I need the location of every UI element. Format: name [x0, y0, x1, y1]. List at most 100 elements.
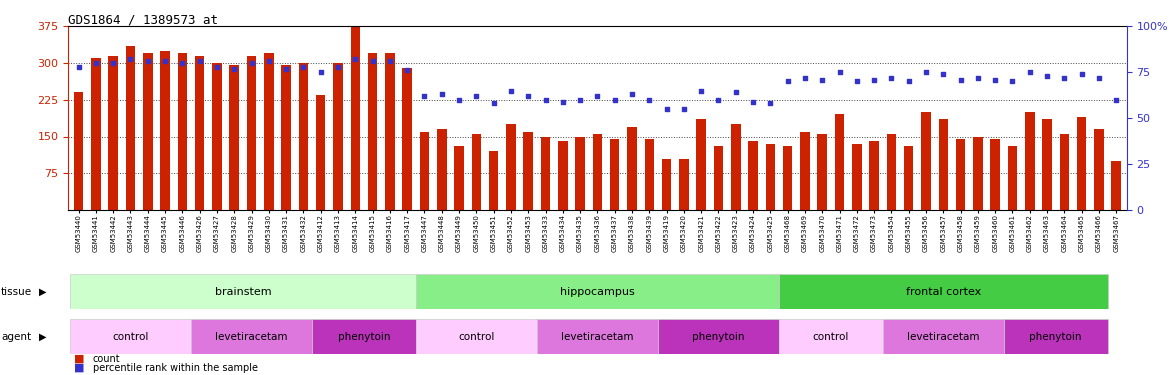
- Text: control: control: [459, 332, 495, 342]
- Bar: [178, 53, 187, 210]
- Point: [260, 58, 279, 64]
- Point: [727, 89, 746, 95]
- Point: [103, 60, 122, 66]
- Bar: [938, 119, 948, 210]
- Point: [328, 64, 347, 70]
- Point: [588, 93, 607, 99]
- Bar: [160, 51, 169, 210]
- Bar: [1060, 134, 1069, 210]
- Point: [795, 75, 814, 81]
- Bar: [69, 319, 191, 354]
- Point: [1107, 97, 1125, 103]
- Point: [640, 97, 659, 103]
- Bar: [350, 26, 360, 210]
- Bar: [472, 134, 481, 210]
- Point: [415, 93, 434, 99]
- Point: [294, 64, 313, 70]
- Point: [139, 58, 158, 64]
- Point: [397, 68, 416, 74]
- Bar: [229, 66, 239, 210]
- Bar: [887, 134, 896, 210]
- Point: [312, 69, 330, 75]
- Point: [1021, 69, 1040, 75]
- Point: [1073, 71, 1091, 77]
- Bar: [904, 146, 914, 210]
- Point: [761, 100, 780, 106]
- Bar: [108, 56, 118, 210]
- Bar: [783, 146, 793, 210]
- Point: [900, 78, 918, 84]
- Point: [882, 75, 901, 81]
- Bar: [869, 141, 878, 210]
- Point: [675, 106, 694, 112]
- Bar: [281, 66, 290, 210]
- Bar: [1025, 112, 1035, 210]
- Point: [346, 56, 365, 62]
- Bar: [416, 274, 779, 309]
- Point: [381, 58, 400, 64]
- Bar: [420, 132, 429, 210]
- Bar: [74, 92, 83, 210]
- Text: ■: ■: [74, 363, 85, 373]
- Point: [87, 60, 106, 66]
- Point: [691, 88, 710, 94]
- Text: tissue: tissue: [1, 286, 32, 297]
- Point: [1089, 75, 1108, 81]
- Bar: [385, 53, 395, 210]
- Bar: [800, 132, 810, 210]
- Point: [519, 93, 537, 99]
- Text: agent: agent: [1, 332, 32, 342]
- Point: [554, 99, 573, 105]
- Bar: [437, 129, 447, 210]
- Point: [536, 97, 555, 103]
- Point: [433, 91, 452, 97]
- Point: [606, 97, 624, 103]
- Bar: [679, 159, 689, 210]
- Bar: [853, 144, 862, 210]
- Point: [830, 69, 849, 75]
- Bar: [1008, 146, 1017, 210]
- Text: ■: ■: [74, 354, 85, 364]
- Bar: [956, 139, 965, 210]
- Text: ▶: ▶: [39, 332, 46, 342]
- Bar: [779, 319, 883, 354]
- Bar: [91, 58, 101, 210]
- Point: [191, 58, 209, 64]
- Bar: [126, 46, 135, 210]
- Bar: [416, 319, 537, 354]
- Text: hippocampus: hippocampus: [560, 286, 635, 297]
- Point: [155, 58, 174, 64]
- Point: [501, 88, 520, 94]
- Text: count: count: [93, 354, 120, 364]
- Point: [864, 76, 883, 82]
- Bar: [835, 114, 844, 210]
- Point: [1055, 75, 1074, 81]
- Bar: [610, 139, 620, 210]
- Bar: [195, 56, 205, 210]
- Bar: [696, 119, 706, 210]
- Text: ▶: ▶: [39, 286, 46, 297]
- Text: control: control: [813, 332, 849, 342]
- Point: [449, 97, 468, 103]
- Point: [570, 97, 589, 103]
- Point: [916, 69, 935, 75]
- Bar: [212, 63, 222, 210]
- Point: [363, 58, 382, 64]
- Bar: [714, 146, 723, 210]
- Bar: [265, 53, 274, 210]
- Text: control: control: [112, 332, 148, 342]
- Bar: [644, 139, 654, 210]
- Bar: [1042, 119, 1051, 210]
- Bar: [883, 319, 1004, 354]
- Bar: [537, 319, 657, 354]
- Bar: [402, 68, 412, 210]
- Bar: [593, 134, 602, 210]
- Bar: [627, 127, 636, 210]
- Bar: [973, 136, 983, 210]
- Point: [1037, 73, 1056, 79]
- Text: levetiracetam: levetiracetam: [215, 332, 288, 342]
- Text: brainstem: brainstem: [214, 286, 272, 297]
- Bar: [662, 159, 671, 210]
- Bar: [559, 141, 568, 210]
- Bar: [748, 141, 757, 210]
